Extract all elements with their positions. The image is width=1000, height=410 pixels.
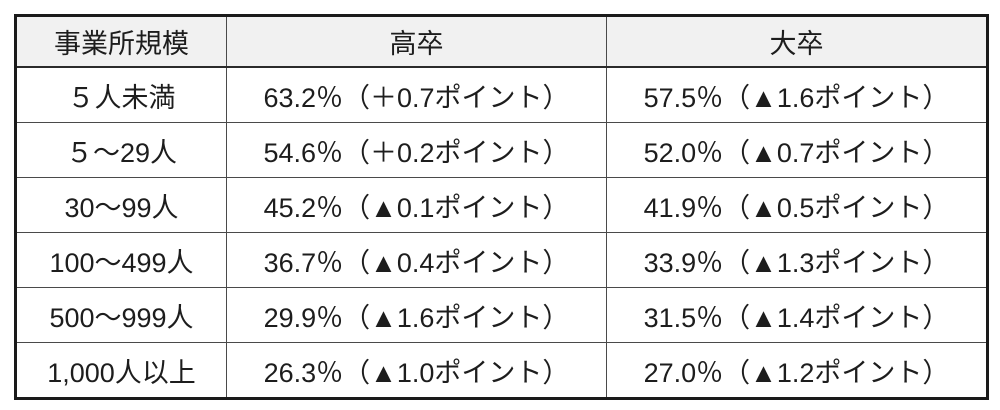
column-header-university-grad: 大卒: [606, 15, 988, 68]
cell-size: 30～99人: [15, 177, 227, 233]
cell-size: 500～999人: [15, 287, 227, 343]
cell-university: 31.5％（▲1.4ポイント）: [606, 287, 988, 343]
table-row: 30～99人 45.2％（▲0.1ポイント） 41.9％（▲0.5ポイント）: [15, 177, 988, 233]
table-row: 1,000人以上 26.3％（▲1.0ポイント） 27.0％（▲1.2ポイント）: [15, 342, 988, 399]
table-row: ５人未満 63.2％（＋0.7ポイント） 57.5％（▲1.6ポイント）: [15, 66, 988, 123]
cell-highschool: 45.2％（▲0.1ポイント）: [226, 177, 607, 233]
cell-university: 27.0％（▲1.2ポイント）: [606, 342, 988, 399]
cell-university: 41.9％（▲0.5ポイント）: [606, 177, 988, 233]
table-row: ５～29人 54.6％（＋0.2ポイント） 52.0％（▲0.7ポイント）: [15, 122, 988, 178]
column-header-highschool-grad: 高卒: [226, 15, 607, 68]
cell-highschool: 26.3％（▲1.0ポイント）: [226, 342, 607, 399]
cell-university: 33.9％（▲1.3ポイント）: [606, 232, 988, 288]
table-row: 500～999人 29.9％（▲1.6ポイント） 31.5％（▲1.4ポイント）: [15, 287, 988, 343]
cell-highschool: 54.6％（＋0.2ポイント）: [226, 122, 607, 178]
header-row: 事業所規模 高卒 大卒: [15, 15, 988, 68]
cell-size: 1,000人以上: [15, 342, 227, 399]
cell-size: 100～499人: [15, 232, 227, 288]
table-row: 100～499人 36.7％（▲0.4ポイント） 33.9％（▲1.3ポイント）: [15, 232, 988, 288]
column-header-establishment-size: 事業所規模: [15, 15, 227, 68]
cell-university: 52.0％（▲0.7ポイント）: [606, 122, 988, 178]
cell-university: 57.5％（▲1.6ポイント）: [606, 66, 988, 123]
establishment-size-comparison-table: 事業所規模 高卒 大卒 ５人未満 63.2％（＋0.7ポイント） 57.5％（▲…: [14, 14, 989, 400]
cell-highschool: 29.9％（▲1.6ポイント）: [226, 287, 607, 343]
cell-highschool: 63.2％（＋0.7ポイント）: [226, 66, 607, 123]
cell-size: ５～29人: [15, 122, 227, 178]
cell-size: ５人未満: [15, 66, 227, 123]
cell-highschool: 36.7％（▲0.4ポイント）: [226, 232, 607, 288]
